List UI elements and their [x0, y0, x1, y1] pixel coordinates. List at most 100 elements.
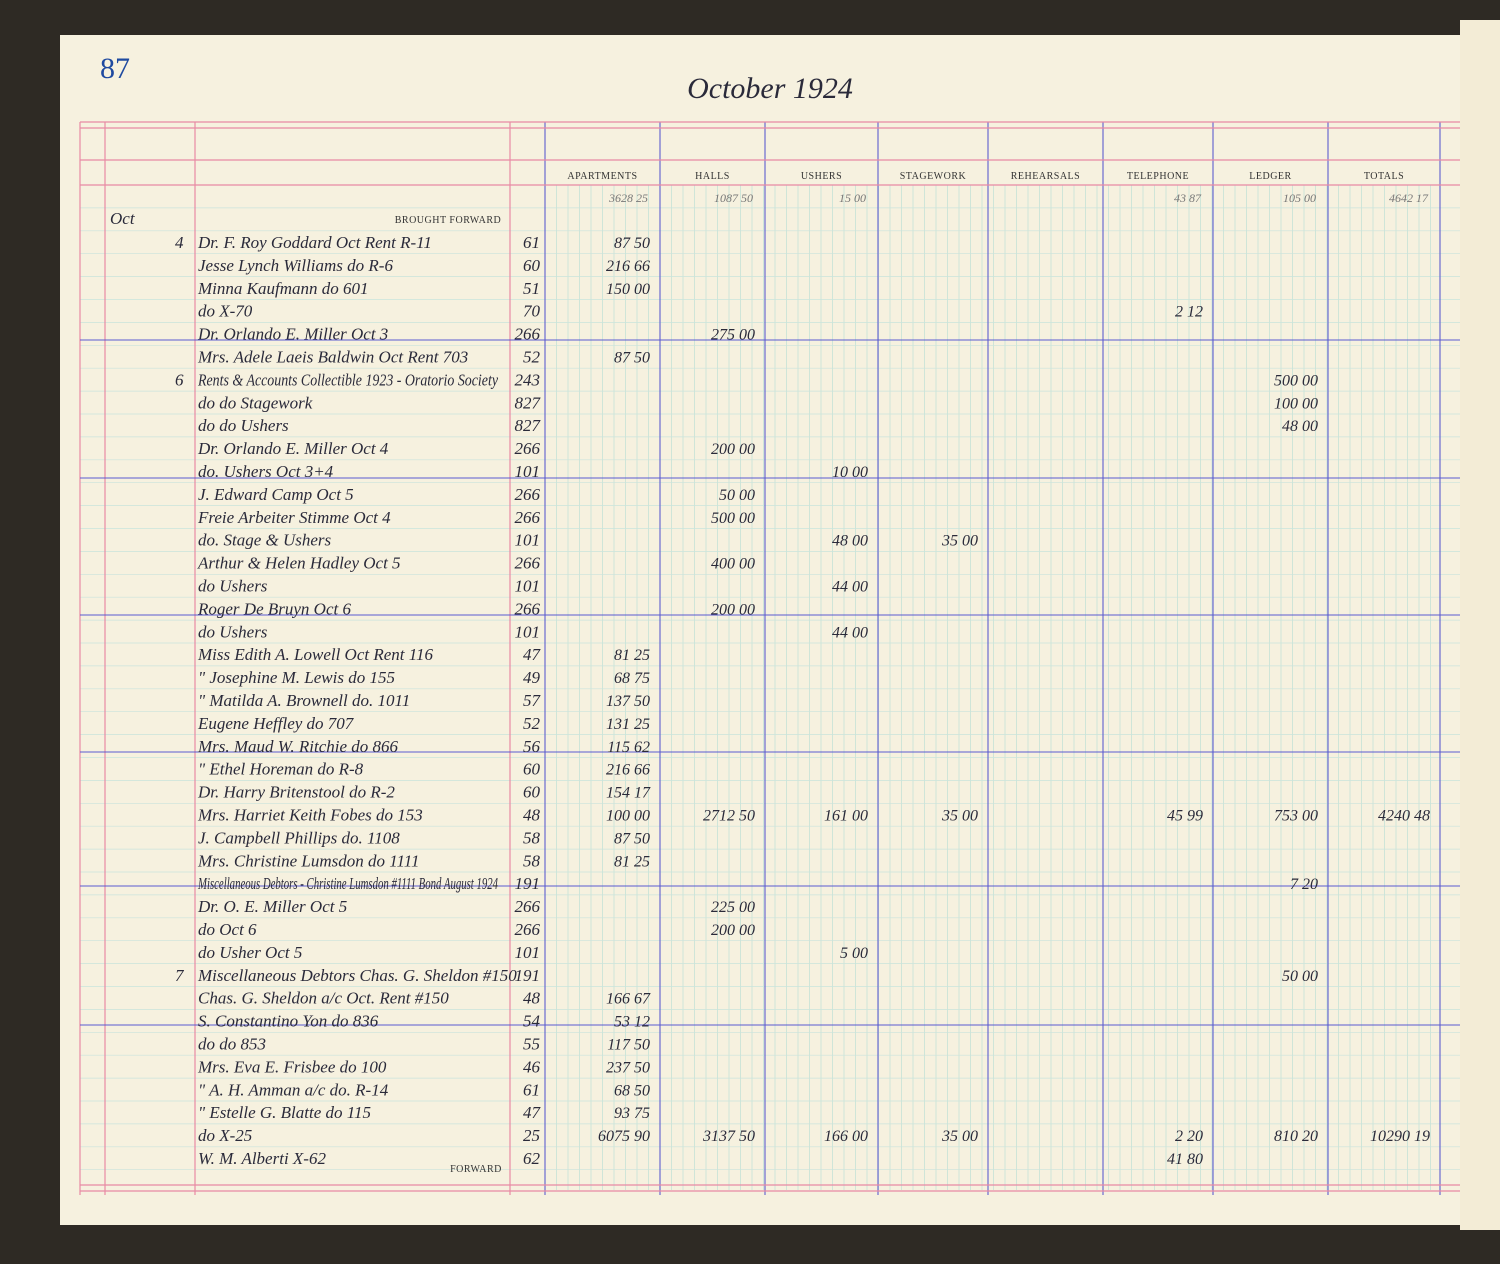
description: Miss Edith A. Lowell Oct Rent 116 [197, 645, 433, 664]
description: do X-25 [198, 1126, 252, 1145]
description: Miscellaneous Debtors - Christine Lumsdo… [197, 874, 498, 893]
amount: 41 80 [1167, 1151, 1203, 1168]
folio: 58 [523, 828, 541, 847]
description: do. Ushers Oct 3+4 [198, 462, 334, 481]
amount: 50 00 [1282, 968, 1318, 985]
description: J. Campbell Phillips do. 1108 [198, 828, 400, 847]
description: " Matilda A. Brownell do. 1011 [198, 691, 410, 710]
amount: 100 00 [606, 808, 650, 825]
amount: 50 00 [719, 487, 755, 504]
amount: 10290 19 [1370, 1128, 1430, 1145]
amount: 35 00 [941, 533, 978, 550]
description: S. Constantino Yon do 836 [198, 1012, 379, 1031]
description: do Ushers [198, 622, 268, 641]
description: Dr. O. E. Miller Oct 5 [197, 897, 347, 916]
folio: 62 [523, 1149, 541, 1168]
folio: 191 [515, 874, 541, 893]
folio: 47 [523, 645, 542, 664]
folio: 266 [515, 325, 541, 344]
folio: 48 [523, 806, 541, 825]
folio: 48 [523, 989, 541, 1008]
amount: 216 66 [606, 258, 650, 275]
description: do do Ushers [198, 416, 289, 435]
description: Freie Arbeiter Stimme Oct 4 [197, 508, 391, 527]
folio: 57 [523, 691, 542, 710]
description: Dr. Harry Britenstool do R-2 [197, 783, 395, 802]
description: Dr. Orlando E. Miller Oct 3 [197, 325, 388, 344]
folio: 58 [523, 851, 541, 870]
folio: 101 [515, 531, 541, 550]
description: " Josephine M. Lewis do 155 [198, 668, 395, 687]
description: W. M. Alberti X-62 [198, 1149, 326, 1168]
description: do Ushers [198, 577, 268, 596]
description: Mrs. Eva E. Frisbee do 100 [197, 1057, 387, 1076]
month-title: October 1924 [687, 72, 853, 105]
amount: 753 00 [1274, 808, 1318, 825]
month: Oct [110, 209, 136, 228]
folio: 60 [523, 760, 541, 779]
description: " A. H. Amman a/c do. R-14 [198, 1080, 389, 1099]
folio: 101 [515, 577, 541, 596]
description: Dr. F. Roy Goddard Oct Rent R-11 [197, 233, 432, 252]
folio: 243 [515, 370, 541, 389]
amount: 500 00 [711, 510, 755, 527]
description: Mrs. Adele Laeis Baldwin Oct Rent 703 [197, 348, 468, 367]
column-header: HALLS [695, 171, 730, 182]
amount: 150 00 [606, 281, 650, 298]
amount: 200 00 [711, 601, 755, 618]
folio: 46 [523, 1057, 541, 1076]
folio: 827 [515, 416, 542, 435]
day: 4 [175, 233, 184, 252]
folio: 56 [523, 737, 541, 756]
brought-forward-label: BROUGHT FORWARD [395, 215, 502, 226]
amount: 3137 50 [702, 1128, 755, 1145]
folio: 266 [515, 485, 541, 504]
column-header: APARTMENTS [567, 171, 637, 182]
folio: 101 [515, 943, 541, 962]
amount: 216 66 [606, 762, 650, 779]
amount: 53 12 [614, 1014, 650, 1031]
folio: 61 [523, 1080, 540, 1099]
folio: 266 [515, 599, 541, 618]
amount: 105 00 [1283, 191, 1316, 205]
folio: 25 [523, 1126, 540, 1145]
folio: 266 [515, 508, 541, 527]
description: Dr. Orlando E. Miller Oct 4 [197, 439, 389, 458]
amount: 81 25 [614, 853, 650, 870]
folio: 52 [523, 714, 541, 733]
amount: 68 75 [614, 670, 650, 687]
amount: 131 25 [606, 716, 650, 733]
column-header: REHEARSALS [1011, 171, 1080, 182]
amount: 100 00 [1274, 395, 1318, 412]
description: Roger De Bruyn Oct 6 [197, 599, 351, 618]
amount: 87 50 [614, 830, 650, 847]
amount: 7 20 [1290, 876, 1318, 893]
facing-page [1460, 20, 1500, 1230]
description: do do Stagework [198, 393, 313, 412]
amount: 2 20 [1175, 1128, 1203, 1145]
folio: 61 [523, 233, 540, 252]
folio: 266 [515, 554, 541, 573]
amount: 4642 17 [1389, 191, 1429, 205]
folio: 60 [523, 256, 541, 275]
amount: 237 50 [606, 1059, 650, 1076]
description: Mrs. Christine Lumsdon do 1111 [197, 851, 420, 870]
amount: 68 50 [614, 1082, 650, 1099]
amount: 35 00 [941, 808, 978, 825]
folio: 52 [523, 348, 541, 367]
amount: 93 75 [614, 1105, 650, 1122]
day: 7 [175, 966, 185, 985]
amount: 154 17 [606, 785, 651, 802]
column-header: TOTALS [1364, 171, 1404, 182]
folio: 101 [515, 462, 541, 481]
amount: 45 99 [1167, 808, 1203, 825]
amount: 87 50 [614, 350, 650, 367]
description: Chas. G. Sheldon a/c Oct. Rent #150 [198, 989, 449, 1008]
folio: 101 [515, 622, 541, 641]
folio: 70 [523, 302, 541, 321]
amount: 161 00 [824, 808, 868, 825]
description: do Oct 6 [198, 920, 257, 939]
folio: 54 [523, 1012, 541, 1031]
